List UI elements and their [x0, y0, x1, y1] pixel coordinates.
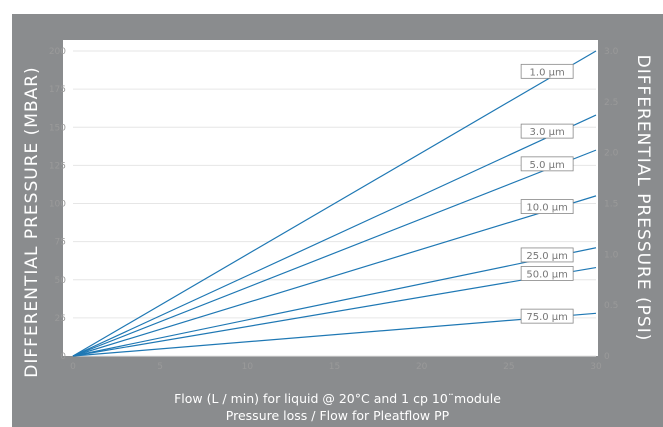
- series-label-box: [520, 247, 574, 263]
- y-axis-right-title: DIFFERENTIAL PRESSURE (PSI): [633, 54, 653, 342]
- x-tick-label: 30: [590, 362, 602, 372]
- series-label-3: 10.0 µm: [520, 199, 574, 214]
- y-right-tick-label: 3.0: [604, 47, 619, 57]
- y-left-tick-label: 75: [55, 238, 66, 248]
- y-left-tick-label: 125: [49, 161, 66, 171]
- y-right-tick-label: 0: [604, 352, 610, 362]
- y-left-tick-label: 50: [55, 276, 67, 286]
- series-label-text: 3.0 µm: [530, 127, 565, 138]
- series-label-box: [520, 156, 574, 172]
- series-label-2: 5.0 µm: [520, 156, 574, 172]
- series-label-text: 75.0 µm: [526, 312, 568, 323]
- grid-lines: [73, 50, 596, 357]
- x-tick-label: 15: [329, 362, 340, 372]
- series-line-1: [72, 114, 597, 357]
- y-right-tick-label: 2.5: [604, 98, 618, 108]
- x-tick-label: 20: [416, 362, 428, 372]
- series-label-box: [520, 63, 574, 79]
- series-labels: 1.0 µm 3.0 µm 5.0 µm 10.0 µm 25.0 µm 50.0 µm 7…: [520, 63, 574, 324]
- series-label-box: [520, 199, 574, 214]
- x-tick-label: 5: [157, 362, 163, 372]
- y-left-tick-label: 150: [49, 123, 66, 133]
- series-label-0: 1.0 µm: [520, 63, 574, 79]
- series-line-4: [72, 247, 597, 357]
- series-label-1: 3.0 µm: [520, 123, 574, 139]
- y-right-tick-label: 0.5: [604, 301, 618, 311]
- series-label-text: 1.0 µm: [530, 67, 565, 78]
- series-label-box: [520, 123, 574, 139]
- series-line-5: [72, 266, 597, 357]
- series-line-3: [72, 195, 597, 357]
- series-label-4: 25.0 µm: [520, 247, 574, 263]
- x-tick-label: 10: [242, 362, 254, 372]
- y-right-tick-label: 1.5: [604, 200, 618, 210]
- chart-subtitle: Pressure loss / Flow for Pleatflow PP: [225, 408, 450, 423]
- series-label-box: [520, 308, 574, 324]
- x-tick-label: 0: [70, 362, 76, 372]
- plot-area: [63, 40, 598, 356]
- y-left-tick-label: 200: [49, 47, 66, 57]
- series-line-2: [72, 149, 597, 357]
- tick-labels: 025507510012515017520000.51.01.52.02.53.…: [49, 47, 619, 372]
- y-right-tick-label: 2.0: [604, 149, 619, 159]
- y-left-tick-label: 25: [55, 314, 66, 324]
- x-axis-title: Flow (L / min) for liquid @ 20°C and 1 c…: [174, 391, 501, 406]
- series-line-0: [72, 50, 597, 357]
- series-label-text: 5.0 µm: [530, 160, 565, 171]
- series-label-text: 10.0 µm: [526, 203, 568, 214]
- y-left-tick-label: 0: [60, 352, 66, 362]
- series-label-text: 25.0 µm: [526, 251, 568, 262]
- y-right-tick-label: 1.0: [604, 250, 619, 260]
- y-left-tick-label: 175: [49, 85, 66, 95]
- series-label-6: 75.0 µm: [520, 308, 574, 324]
- series-label-text: 50.0 µm: [526, 269, 568, 280]
- x-tick-label: 25: [503, 362, 514, 372]
- series-label-box: [520, 266, 574, 281]
- y-axis-left-title: DIFFERENTIAL PRESSURE (MBAR): [22, 66, 42, 378]
- series-label-5: 50.0 µm: [520, 266, 574, 281]
- y-left-tick-label: 100: [49, 200, 66, 210]
- series-line-6: [72, 312, 597, 357]
- series-lines: [72, 50, 597, 357]
- top-band: [0, 0, 663, 14]
